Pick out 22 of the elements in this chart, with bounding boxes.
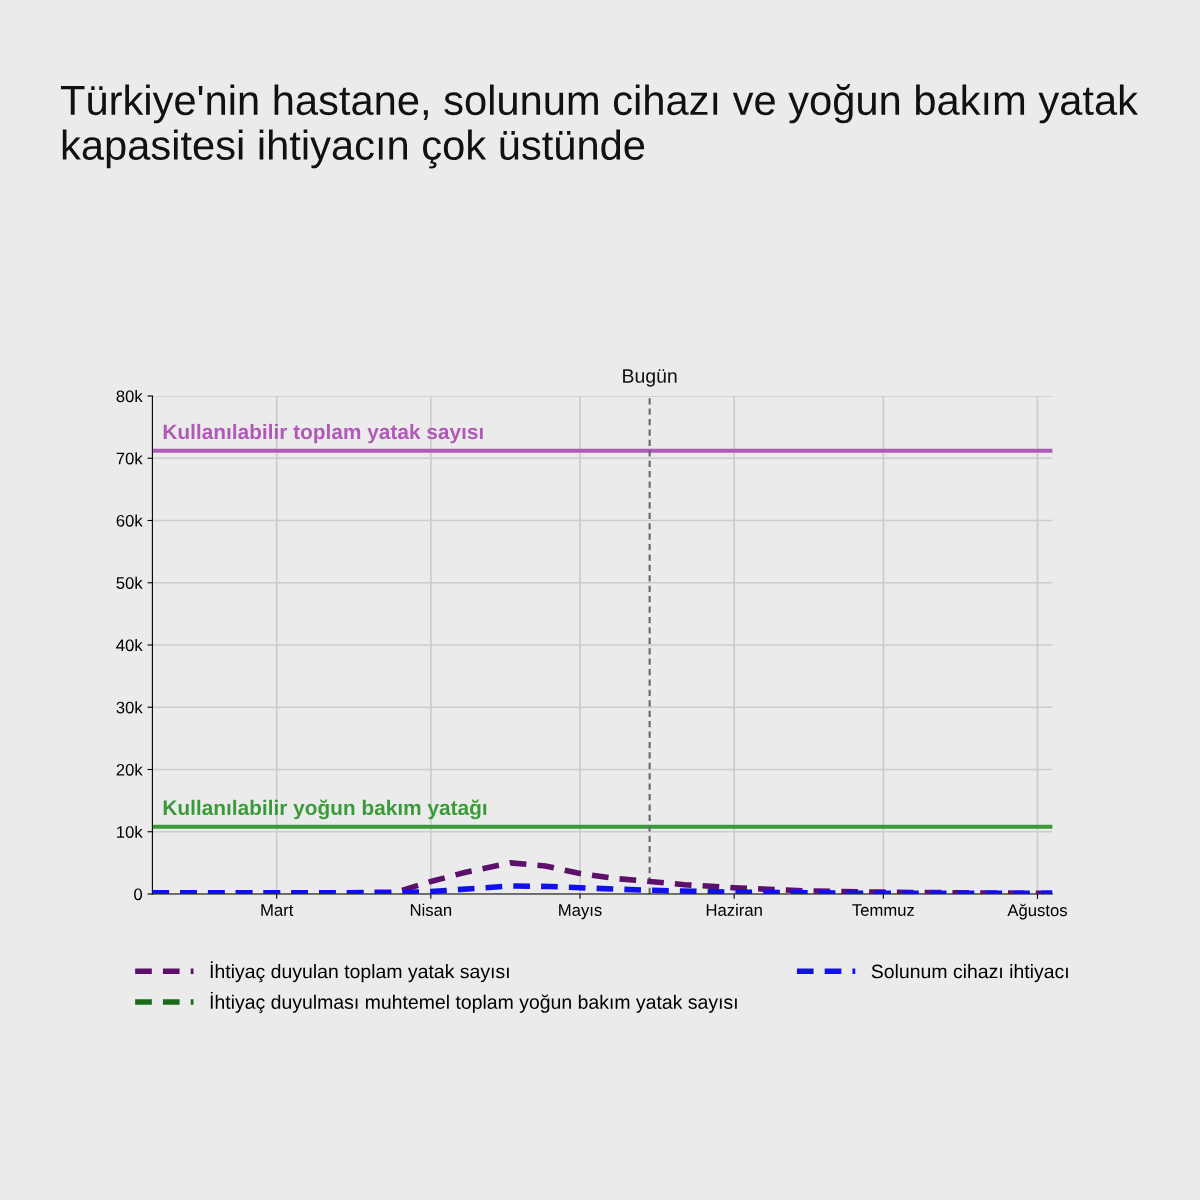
y-tick-label: 10k (117, 825, 143, 838)
chart-title: Türkiye'nin hastane, solunum cihazı ve yoğun bakım yatak kapasitesi ihtiyacın çok üstünde (60, 84, 1139, 169)
legend-label: İhtiyaç duyulması muhtemel toplam yoğun bakım yatak sayısı (210, 991, 737, 1013)
x-tick-label: Mayıs (559, 904, 602, 920)
ref-line-label: Kullanılabilir toplam yatak sayısı (163, 423, 483, 444)
y-tick-label: 40k (116, 638, 143, 652)
y-tick-label: 0 (134, 888, 143, 901)
x-tick-label: Haziran (706, 903, 762, 916)
x-tick-label: Nisan (410, 903, 452, 916)
y-tick-label: 60k (116, 514, 143, 527)
y-tick-label: 70k (116, 452, 143, 465)
legend-label: Solunum cihazı ihtiyacı (871, 964, 1068, 983)
x-tick-label: Ağustos (1007, 903, 1067, 920)
y-tick-label: 20k (116, 763, 143, 776)
y-tick-label: 80k (116, 389, 143, 403)
ref-line-label: Kullanılabilir yoğun bakım yatağı (163, 799, 487, 820)
y-tick-label: 30k (116, 701, 143, 714)
x-tick-label: Temmuz (852, 904, 914, 916)
y-tick-label: 50k (116, 576, 143, 589)
x-tick-label: Mart (261, 904, 294, 916)
ref-line-label: Bugün (623, 369, 677, 387)
legend-label: İhtiyaç duyulan toplam yatak sayısı (210, 961, 509, 983)
